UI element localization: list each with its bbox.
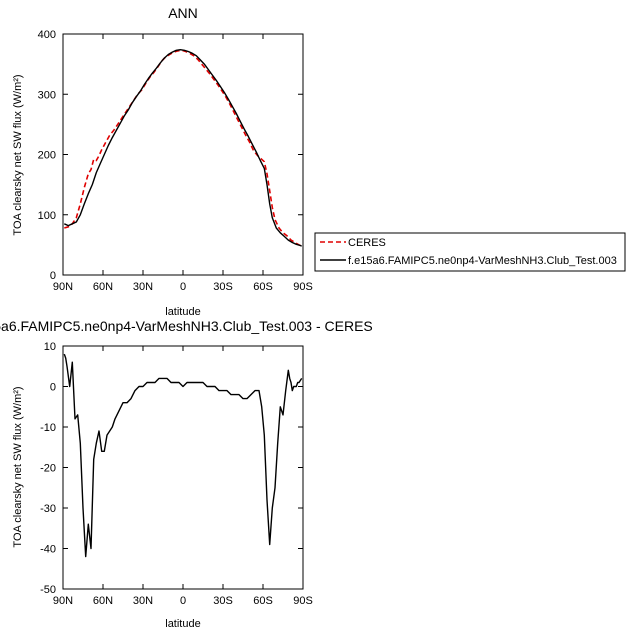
top-y-tick-label: 100 (38, 210, 56, 222)
bottom-x-tick-label: 30N (133, 595, 153, 607)
bottom-y-tick-label: -10 (40, 422, 56, 434)
top-y-tick-label: 0 (50, 270, 56, 282)
top-chart-ylabel: TOA clearsky net SW flux (W/m²) (12, 74, 24, 235)
bottom-y-tick-label: 0 (50, 382, 56, 394)
legend-label-model: f.e15a6.FAMIPC5.ne0np4-VarMeshNH3.Club_T… (348, 255, 617, 267)
bottom-y-tick-label: -30 (40, 503, 56, 515)
bottom-y-tick-label: -50 (40, 584, 56, 596)
bottom-x-tick-label: 60N (93, 595, 113, 607)
bottom-y-tick-label: 10 (44, 341, 56, 353)
top-x-tick-label: 60N (93, 281, 113, 293)
bottom-x-tick-label: 0 (180, 595, 186, 607)
bottom-y-tick-label: -20 (40, 463, 56, 475)
top-chart-panel: ANN TOA clearsky net SW flux (W/m²) lati… (12, 5, 313, 318)
bottom-chart-title: 5a6.FAMIPC5.ne0np4-VarMeshNH3.Club_Test.… (0, 318, 373, 334)
bottom-chart-plot-frame (62, 345, 304, 590)
top-x-tick-label: 90N (53, 281, 73, 293)
top-chart-xlabel: latitude (165, 306, 200, 318)
top-y-tick-label: 200 (38, 150, 56, 162)
bottom-series-line-difference (63, 353, 303, 558)
bottom-chart-panel: 5a6.FAMIPC5.ne0np4-VarMeshNH3.Club_Test.… (0, 318, 373, 630)
top-x-tick-label: 90S (293, 281, 313, 293)
bottom-y-tick-label: -40 (40, 544, 56, 556)
top-x-tick-label: 30S (213, 281, 233, 293)
top-series-line-ceres (64, 49, 303, 247)
bottom-x-tick-label: 30S (213, 595, 233, 607)
top-chart-plot-frame (62, 33, 304, 276)
top-x-tick-label: 30N (133, 281, 153, 293)
top-series-line-model (64, 49, 302, 247)
top-y-tick-label: 400 (38, 29, 56, 41)
top-chart-title: ANN (168, 5, 198, 21)
top-y-tick-label: 300 (38, 89, 56, 101)
top-x-tick-label: 60S (253, 281, 273, 293)
bottom-x-tick-label: 90N (53, 595, 73, 607)
top-x-tick-label: 0 (180, 281, 186, 293)
legend-label-ceres: CERES (348, 237, 386, 249)
bottom-chart-ylabel: TOA clearsky net SW flux (W/m²) (12, 386, 24, 547)
chart-legend: CERES f.e15a6.FAMIPC5.ne0np4-VarMeshNH3.… (314, 232, 626, 272)
legend-box (314, 232, 626, 272)
bottom-x-tick-label: 60S (253, 595, 273, 607)
bottom-x-tick-label: 90S (293, 595, 313, 607)
bottom-chart-xlabel: latitude (165, 618, 200, 630)
